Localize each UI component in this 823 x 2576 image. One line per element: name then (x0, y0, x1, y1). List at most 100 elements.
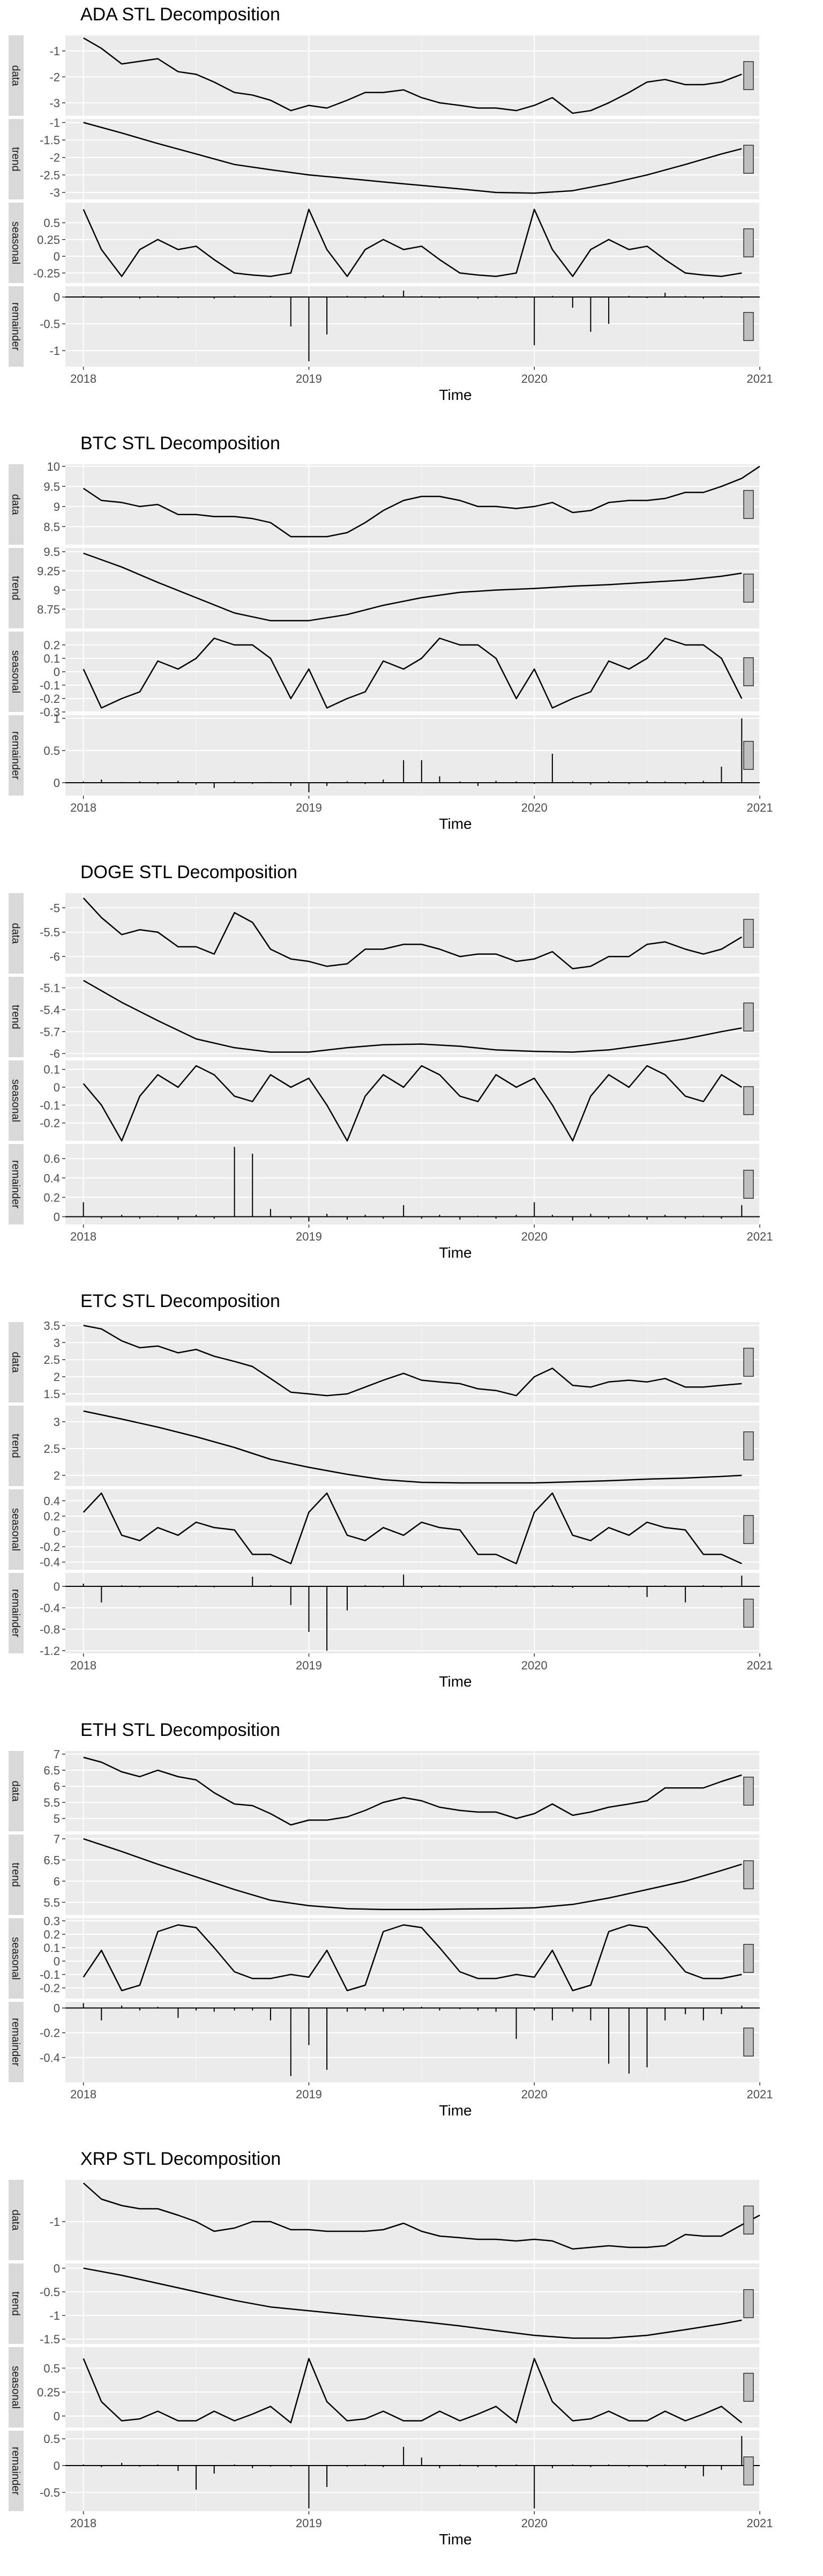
y-tick-label: 5.5 (43, 1796, 60, 1809)
panel-strip (9, 632, 24, 712)
x-tick-label: 2019 (296, 801, 322, 814)
x-axis-title: Time (439, 1673, 472, 1690)
y-tick-label: 0 (54, 250, 60, 263)
x-tick-label: 2021 (747, 2088, 773, 2101)
series-line (83, 1838, 742, 1910)
y-tick-label: 0.6 (43, 1152, 60, 1165)
panel-background (65, 1322, 760, 1402)
y-tick-label: 0 (54, 291, 60, 304)
panel-background (65, 35, 760, 116)
x-tick-label: 2021 (747, 1230, 773, 1243)
y-tick-label: -5.5 (40, 926, 60, 939)
x-tick-label: 2021 (747, 1659, 773, 1672)
panel-background (65, 2180, 760, 2260)
scale-bar (743, 490, 754, 519)
scale-bar (743, 919, 754, 948)
scale-bar (743, 574, 754, 603)
y-tick-label: 6 (54, 1875, 60, 1888)
chart-title: BTC STL Decomposition (80, 433, 280, 454)
panel-strip (9, 715, 24, 796)
y-tick-label: 0.4 (43, 1171, 60, 1185)
y-tick-label: 0.2 (43, 1928, 60, 1941)
y-tick-label: -5 (49, 901, 60, 915)
y-tick-label: -0.4 (40, 2051, 60, 2065)
panel-label: seasonal (10, 650, 21, 693)
x-tick-label: 2019 (296, 2516, 322, 2530)
y-tick-label: -0.2 (40, 1540, 60, 1554)
panel-label: remainder (10, 1160, 21, 1208)
y-tick-label: 9 (54, 584, 60, 597)
panel-background (65, 1144, 760, 1224)
panel-label: remainder (10, 1589, 21, 1637)
y-tick-label: -2.5 (40, 168, 60, 182)
panel-data: 3.5 3 2.5 2 1.5 data (9, 1319, 760, 1402)
panel-strip (9, 464, 24, 545)
chart-1: BTC STL Decomposition109.598.5data9.59.2… (9, 433, 773, 832)
panel-background (65, 2347, 760, 2427)
y-tick-label: 0.25 (37, 2386, 60, 2399)
panel-background (65, 893, 760, 974)
panel-strip (9, 977, 24, 1057)
x-tick-label: 2020 (521, 1659, 548, 1672)
y-tick-label: 9.5 (43, 480, 60, 493)
panel-seasonal: 0.5 0.25 0 seasonal (9, 2347, 760, 2427)
y-tick-label: -6 (49, 950, 60, 963)
panel-label: seasonal (10, 221, 21, 264)
scale-bar (743, 1944, 754, 1973)
y-tick-label: 0.5 (43, 2362, 60, 2375)
series-line (83, 209, 742, 277)
y-tick-label: 0.2 (43, 1510, 60, 1523)
x-axis-title: Time (439, 815, 472, 832)
scale-bar (743, 2373, 754, 2402)
y-tick-label: 1.5 (43, 1387, 60, 1401)
panel-label: data (10, 923, 21, 945)
panel-background (65, 1918, 760, 1999)
y-tick-label: 3.5 (43, 1319, 60, 1332)
y-tick-label: 0 (54, 1081, 60, 1094)
y-tick-label: -1.5 (40, 133, 60, 147)
y-tick-label: -5.4 (40, 1003, 60, 1016)
panel-strip (9, 1751, 24, 1831)
panel-trend: -1 -1.5 -2 -2.5 -3 trend (9, 116, 760, 199)
panel-label: remainder (10, 2018, 21, 2066)
y-tick-label: 0 (54, 665, 60, 679)
scale-bar (743, 1515, 754, 1544)
panel-background (65, 119, 760, 199)
panel-trend: 9.5 9.25 9 8.75 trend (9, 545, 760, 628)
panel-background (65, 203, 760, 283)
panel-strip (9, 35, 24, 116)
chart-title: DOGE STL Decomposition (80, 862, 297, 882)
y-tick-label: 9.5 (43, 545, 60, 559)
panel-data: -5 -5.5 -6 data (9, 893, 760, 974)
y-tick-label: -1 (49, 344, 60, 358)
series-line (83, 1410, 742, 1484)
y-tick-label: -0.3 (40, 706, 60, 719)
series-line (83, 979, 742, 1053)
y-tick-label: 0 (54, 1580, 60, 1593)
panel-strip (9, 2180, 24, 2260)
panel-remainder: 0.6 0.4 0.2 0 remainder (9, 1144, 760, 1224)
y-tick-label: -0.2 (40, 2026, 60, 2040)
panel-strip (9, 2263, 24, 2344)
panel-seasonal: 0.4 0.2 0-0.2 -0.4 seasonal (9, 1489, 760, 1570)
y-tick-label: 0.3 (43, 1914, 60, 1928)
x-tick-label: 2018 (70, 801, 96, 814)
scale-bar (743, 2206, 754, 2234)
panel-label: remainder (10, 302, 21, 351)
x-axis-title: Time (439, 387, 472, 403)
panel-data: -1 data (9, 2180, 760, 2260)
scale-bar (743, 2028, 754, 2057)
scale-bar (743, 1170, 754, 1199)
y-tick-label: 0 (54, 2410, 60, 2423)
y-tick-label: -0.5 (40, 2486, 60, 2499)
x-tick-label: 2020 (521, 2516, 548, 2530)
y-tick-label: -3 (49, 186, 60, 199)
panel-seasonal: 0.5 0.25 0 -0.25 seasonal (9, 203, 760, 283)
series-line (83, 122, 742, 194)
x-axis-title: Time (439, 2531, 472, 2548)
panel-strip (9, 1918, 24, 1999)
panel-data: 10 9.5 9 8.5 data (9, 460, 760, 545)
panel-strip (9, 1835, 24, 1915)
panel-strip (9, 1406, 24, 1486)
